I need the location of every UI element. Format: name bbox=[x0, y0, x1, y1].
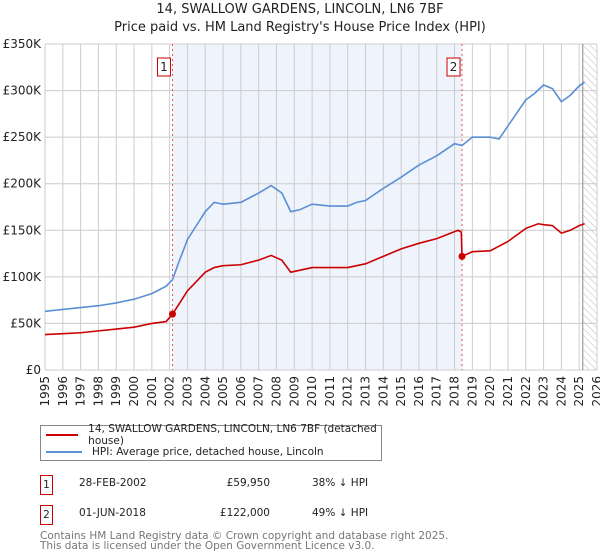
sale-marker-badge bbox=[446, 57, 461, 77]
x-tick-label: 2004 bbox=[198, 376, 212, 407]
x-tick-label: 2018 bbox=[448, 376, 462, 407]
sale-marker-label: 2 bbox=[450, 60, 458, 74]
x-tick-label: 2006 bbox=[234, 376, 248, 407]
x-tick-label: 2017 bbox=[430, 376, 444, 407]
y-tick-label: £350K bbox=[3, 37, 43, 51]
footer-licence: This data is licensed under the Open Gov… bbox=[40, 540, 375, 552]
price-chart: 1995 1996 1997 1998 1999 2000 2001 2002 2003 2004… bbox=[3, 37, 600, 407]
footer-copyright: Contains HM Land Registry data © Crown c… bbox=[40, 530, 449, 542]
transaction-row: 2 01-JUN-2018 £122,000 49% ↓ HPI bbox=[40, 505, 440, 525]
footer: Contains HM Land Registry data © Crown c… bbox=[40, 530, 449, 552]
x-tick-label: 2007 bbox=[252, 376, 266, 407]
x-tick-label: 2026 bbox=[590, 376, 600, 407]
x-tick-label: 2008 bbox=[269, 376, 283, 407]
ownership-shade bbox=[172, 44, 463, 370]
x-tick-label: 1999 bbox=[109, 376, 123, 407]
transaction-badge: 1 bbox=[40, 475, 53, 495]
x-tick-label: 1998 bbox=[91, 376, 105, 407]
y-tick-label: £250K bbox=[3, 130, 43, 144]
x-tick-label: 2011 bbox=[323, 376, 337, 407]
chart-subtitle: Price paid vs. HM Land Registry's House … bbox=[114, 20, 486, 35]
x-tick-label: 2001 bbox=[145, 376, 159, 407]
sale-point bbox=[458, 252, 466, 260]
legend-label: HPI: Average price, detached house, Linc… bbox=[92, 446, 324, 458]
legend: 14, SWALLOW GARDENS, LINCOLN, LN6 7BF (d… bbox=[40, 423, 382, 461]
legend-item-property: 14, SWALLOW GARDENS, LINCOLN, LN6 7BF (d… bbox=[41, 423, 381, 447]
x-tick-label: 2016 bbox=[412, 376, 426, 407]
legend-swatch-blue bbox=[46, 451, 82, 453]
x-tick-label: 1997 bbox=[74, 376, 88, 407]
x-tick-label: 2022 bbox=[519, 376, 533, 407]
forecast-hatch bbox=[582, 44, 597, 370]
transaction-row: 1 28-FEB-2002 £59,950 38% ↓ HPI bbox=[40, 475, 440, 495]
x-tick-label: 2010 bbox=[305, 376, 319, 407]
x-tick-label: 2019 bbox=[465, 376, 479, 407]
transaction-hpi: 38% ↓ HPI bbox=[312, 477, 369, 489]
transaction-hpi: 49% ↓ HPI bbox=[312, 507, 369, 519]
sale-marker-badge bbox=[156, 57, 171, 77]
sale-marker-label: 1 bbox=[160, 60, 168, 74]
x-tick-label: 2003 bbox=[180, 376, 194, 407]
transaction-price: £122,000 bbox=[219, 507, 270, 519]
x-tick-label: 2012 bbox=[341, 376, 355, 407]
hpi-line bbox=[44, 81, 585, 313]
x-tick-label: 2015 bbox=[394, 376, 408, 407]
x-tick-label: 2000 bbox=[127, 376, 141, 407]
x-tick-label: 2014 bbox=[376, 376, 390, 407]
y-tick-label: £150K bbox=[3, 223, 43, 237]
y-tick-label: £200K bbox=[3, 177, 43, 191]
sale-point bbox=[168, 310, 176, 318]
transaction-date: 28-FEB-2002 bbox=[79, 477, 147, 489]
legend-label: 14, SWALLOW GARDENS, LINCOLN, LN6 7BF (d… bbox=[88, 423, 377, 447]
legend-swatch-red bbox=[46, 434, 79, 436]
x-tick-label: 2023 bbox=[537, 376, 551, 407]
transaction-badge: 2 bbox=[40, 505, 53, 525]
x-tick-label: 2005 bbox=[216, 376, 230, 407]
y-tick-label: £100K bbox=[3, 270, 43, 284]
legend-item-hpi: HPI: Average price, detached house, Linc… bbox=[41, 444, 324, 460]
x-tick-label: 2002 bbox=[163, 376, 177, 407]
transaction-price: £59,950 bbox=[226, 477, 270, 489]
y-tick-label: £300K bbox=[3, 84, 43, 98]
x-tick-label: 2009 bbox=[287, 376, 301, 407]
x-tick-label: 2024 bbox=[554, 376, 568, 407]
x-tick-label: 1995 bbox=[38, 376, 52, 407]
price-paid-line bbox=[44, 222, 585, 336]
y-tick-label: £50K bbox=[10, 316, 42, 330]
x-tick-label: 2020 bbox=[483, 376, 497, 407]
chart-title: 14, SWALLOW GARDENS, LINCOLN, LN6 7BF bbox=[156, 2, 444, 17]
transaction-date: 01-JUN-2018 bbox=[79, 507, 146, 519]
x-tick-label: 2025 bbox=[572, 376, 586, 407]
x-tick-label: 1996 bbox=[56, 376, 70, 407]
x-tick-label: 2013 bbox=[359, 376, 373, 407]
y-tick-label: £0 bbox=[26, 363, 41, 377]
x-tick-label: 2021 bbox=[501, 376, 515, 407]
